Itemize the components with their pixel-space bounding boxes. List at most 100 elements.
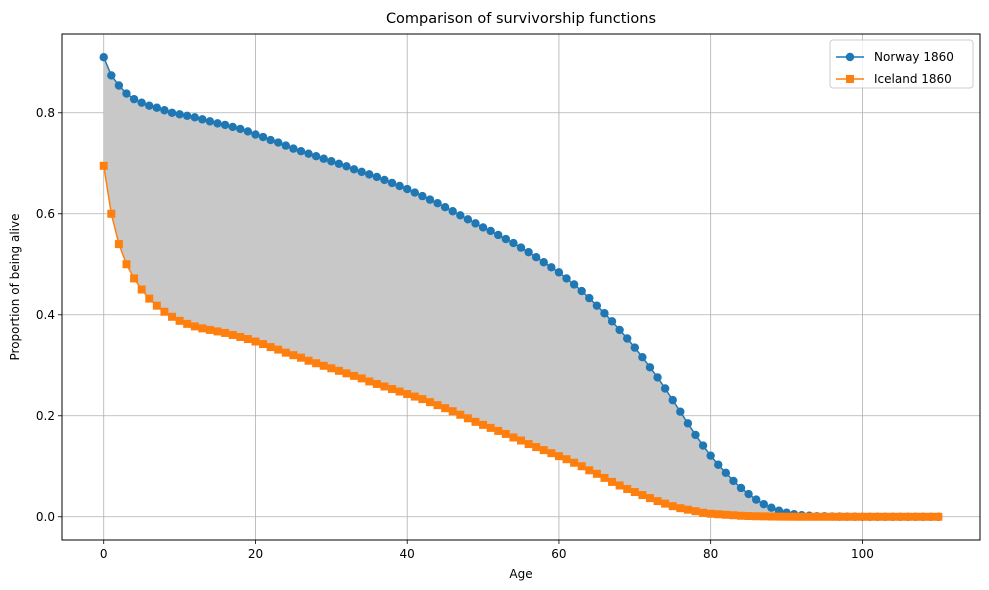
data-point [759,512,768,521]
data-point [623,484,632,493]
data-point [608,477,617,486]
data-point [600,309,609,318]
data-point [281,141,291,150]
data-point [592,301,602,310]
data-point [137,98,146,107]
data-point [243,335,252,344]
data-point [183,319,192,328]
data-point [494,230,503,240]
data-point [828,512,837,521]
data-point [213,327,222,336]
data-point [660,384,670,393]
data-point [532,443,541,452]
data-point [107,71,116,80]
data-point [137,285,146,294]
data-point [357,167,366,177]
data-point [812,512,821,521]
data-point [501,234,511,244]
data-point [744,489,753,499]
data-point [569,280,579,289]
y-tick-label: 0.4 [36,308,55,322]
data-point [387,178,397,188]
data-point [296,353,305,362]
data-point [456,211,465,220]
data-point [592,469,601,478]
data-point [319,361,328,370]
plot-frame [61,33,981,541]
data-point [130,274,139,283]
data-point [554,268,564,277]
data-point [372,172,382,182]
legend-entry: Norway 1860 [836,50,954,64]
data-point [319,154,328,163]
data-point [251,130,260,139]
data-point [410,392,419,401]
data-point [327,364,336,373]
data-point [99,161,108,170]
data-point [698,441,708,450]
data-point [114,240,123,249]
data-point [251,337,260,346]
data-point [433,198,442,208]
x-tick-label: 100 [851,547,874,561]
data-point [562,455,571,464]
data-point [638,491,647,500]
data-point [721,510,730,519]
data-point [805,512,814,521]
data-point [630,343,640,352]
data-point [418,395,427,404]
data-point [221,328,230,337]
data-point [934,512,943,521]
data-point [501,429,510,438]
data-point [145,101,154,110]
data-point [676,504,685,513]
data-point [463,215,473,224]
y-axis-label: Proportion of being alive [8,214,22,361]
x-axis-label: Age [509,567,532,581]
data-point [259,340,268,349]
data-point [714,510,723,519]
data-point [691,507,700,516]
data-point [585,466,594,475]
data-point [896,512,905,521]
data-point [873,512,882,521]
data-point [334,366,343,375]
data-point [418,191,427,201]
data-point [205,117,215,126]
data-point [296,146,306,156]
data-point [395,387,404,396]
chart-title: Comparison of survivorship functions [386,11,656,27]
data-point [706,509,715,518]
data-point [706,451,715,460]
data-point [752,512,761,521]
series-1 [99,161,943,521]
data-point [152,103,162,112]
data-point [205,325,214,334]
data-point [403,390,412,399]
legend-entry: Iceland 1860 [836,72,952,86]
data-point [524,247,533,257]
data-point [919,512,928,521]
data-point [729,476,738,486]
data-point [448,207,457,216]
data-point [759,499,768,509]
data-point [903,512,912,521]
data-point [645,363,655,372]
data-point [699,508,708,517]
data-point [850,512,859,521]
legend: Norway 1860 Iceland 1860 [829,39,974,89]
data-point [554,452,563,461]
data-point [494,426,503,435]
data-point [820,512,829,521]
data-point [737,511,746,520]
data-point [167,108,177,117]
x-tick-label: 40 [400,547,415,561]
data-point [274,345,283,354]
data-point [122,89,131,98]
data-point [661,499,670,508]
data-point [228,330,237,339]
x-tick-label: 0 [100,547,108,561]
data-point [888,512,897,521]
data-point [243,127,253,136]
